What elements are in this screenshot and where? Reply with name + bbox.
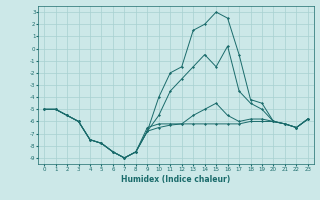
X-axis label: Humidex (Indice chaleur): Humidex (Indice chaleur): [121, 175, 231, 184]
